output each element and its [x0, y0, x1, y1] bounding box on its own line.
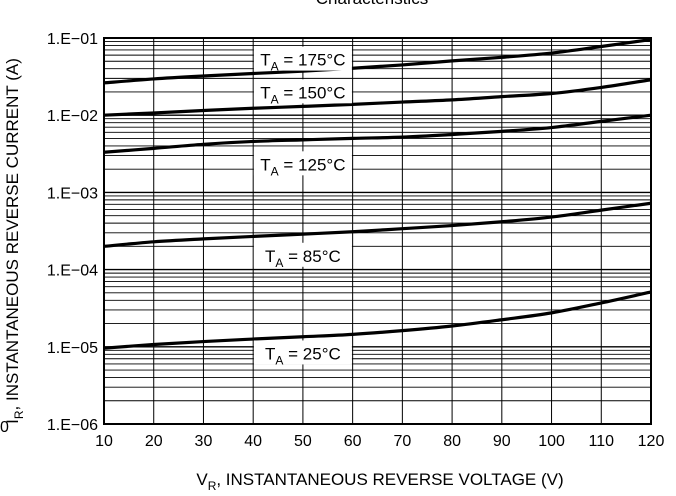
series-label-bg-4 [253, 340, 352, 365]
series-curve-3 [103, 201, 652, 248]
y-axis-title: IR, INSTANTANEOUS REVERSE CURRENT (A) [3, 58, 26, 424]
plot-frame [103, 37, 652, 425]
x-axis-title-sub: R [208, 479, 217, 493]
series-labels: TA = 175°C TA = 150°C TA = 125°C TA = 85°C T… [253, 46, 352, 367]
x-axis-ticks: 10 20 30 40 50 60 70 80 90 100 110 120 [95, 433, 664, 450]
y-tick-label: 1.E−05 [47, 340, 98, 357]
series-curve-2 [103, 113, 652, 154]
x-axis-title-rest: , INSTANTANEOUS REVERSE VOLTAGE (V) [216, 470, 563, 489]
series-curve-1 [103, 78, 652, 117]
series-label-1: TA = 150°C [260, 83, 345, 106]
chart-title: Characteristics [316, 0, 428, 8]
series-label-3: TA = 85°C [265, 247, 341, 270]
series-label-bg-2 [253, 151, 352, 176]
series-curves [103, 37, 652, 350]
x-tick-label: 120 [638, 433, 665, 450]
y-tick-label: 1.E−02 [47, 108, 98, 125]
series-curve-4 [103, 290, 652, 350]
x-tick-label: 90 [493, 433, 511, 450]
series-label-2: TA = 125°C [260, 155, 345, 178]
series-label-bg-3 [253, 242, 352, 267]
x-tick-label: 60 [344, 433, 362, 450]
y-axis-title-main: I [3, 419, 22, 424]
x-tick-label: 20 [145, 433, 163, 450]
x-tick-label: 30 [195, 433, 213, 450]
x-axis-title-main: V [196, 470, 208, 489]
x-tick-label: 100 [538, 433, 565, 450]
x-tick-label: 110 [589, 433, 615, 450]
y-tick-label: 1.E−04 [47, 263, 98, 280]
y-tick-label: 1.E−06 [47, 417, 98, 434]
x-tick-label: 50 [294, 433, 312, 450]
series-label-bg-1 [253, 79, 352, 104]
x-axis-title: VR, INSTANTANEOUS REVERSE VOLTAGE (V) [196, 470, 563, 493]
y-axis-ticks: 1.E−06 1.E−05 1.E−04 1.E−03 1.E−02 1.E−01 [47, 31, 98, 434]
y-tick-label: 1.E−01 [47, 31, 98, 48]
y-axis-title-rest: , INSTANTANEOUS REVERSE CURRENT (A) [3, 58, 22, 410]
x-tick-label: 10 [95, 433, 113, 450]
origin-label: 0 [0, 419, 9, 436]
x-tick-label: 80 [443, 433, 461, 450]
series-label-0: TA = 175°C [260, 51, 345, 74]
x-tick-label: 70 [393, 433, 411, 450]
y-axis-title-sub: R [12, 410, 26, 419]
y-tick-label: 1.E−03 [47, 185, 98, 202]
series-curve-0 [103, 37, 652, 85]
series-label-4: TA = 25°C [265, 344, 341, 367]
x-tick-label: 40 [244, 433, 262, 450]
series-label-bg-0 [253, 46, 352, 71]
